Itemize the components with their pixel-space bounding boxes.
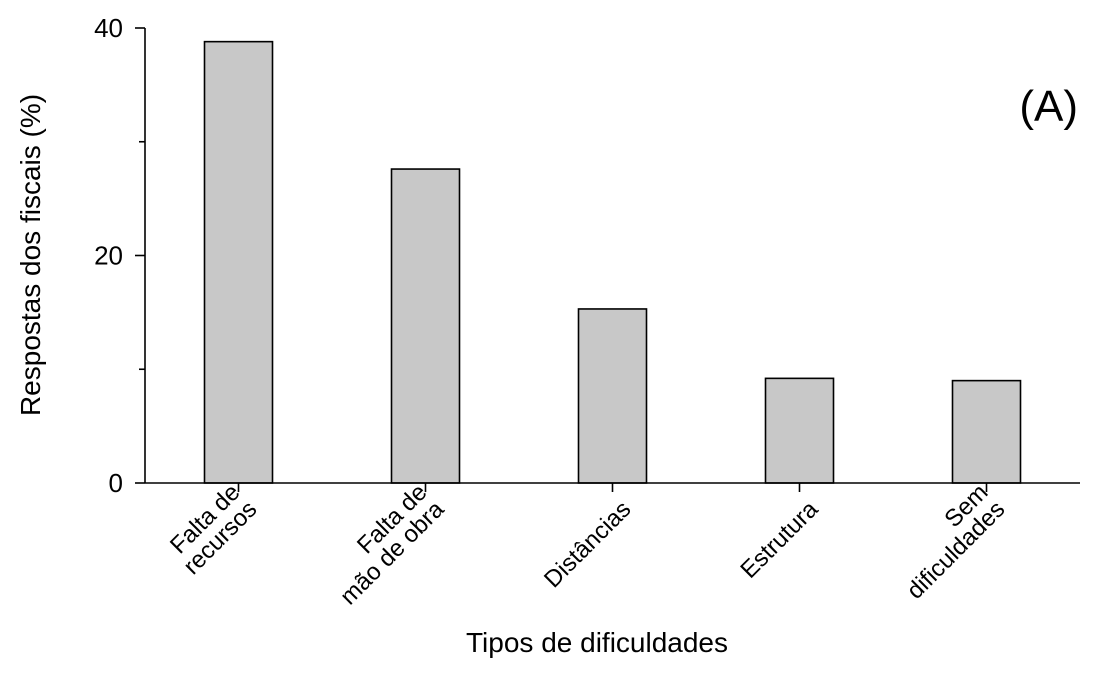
x-tick-label: Estrutura <box>735 495 823 583</box>
bar <box>203 40 274 484</box>
x-axis-ticks <box>237 483 988 492</box>
bar <box>764 377 835 484</box>
x-tick-label: Distâncias <box>539 496 636 593</box>
y-tick-label: 20 <box>94 241 123 271</box>
x-tick-label-line: Distâncias <box>539 496 636 593</box>
bars <box>203 40 1022 484</box>
y-axis-ticks <box>135 27 145 484</box>
y-tick-label: 0 <box>109 468 123 498</box>
x-tick-label-line: Estrutura <box>735 495 823 583</box>
x-axis-title: Tipos de dificuldades <box>466 627 728 658</box>
bar <box>390 168 461 484</box>
y-tick-label: 40 <box>94 13 123 43</box>
panel-label: (A) <box>1019 82 1078 131</box>
bar <box>951 379 1022 484</box>
bar <box>577 308 648 484</box>
y-axis-tick-labels: 0 20 40 <box>94 13 123 498</box>
y-axis-title: Respostas dos fiscais (%) <box>15 94 46 416</box>
